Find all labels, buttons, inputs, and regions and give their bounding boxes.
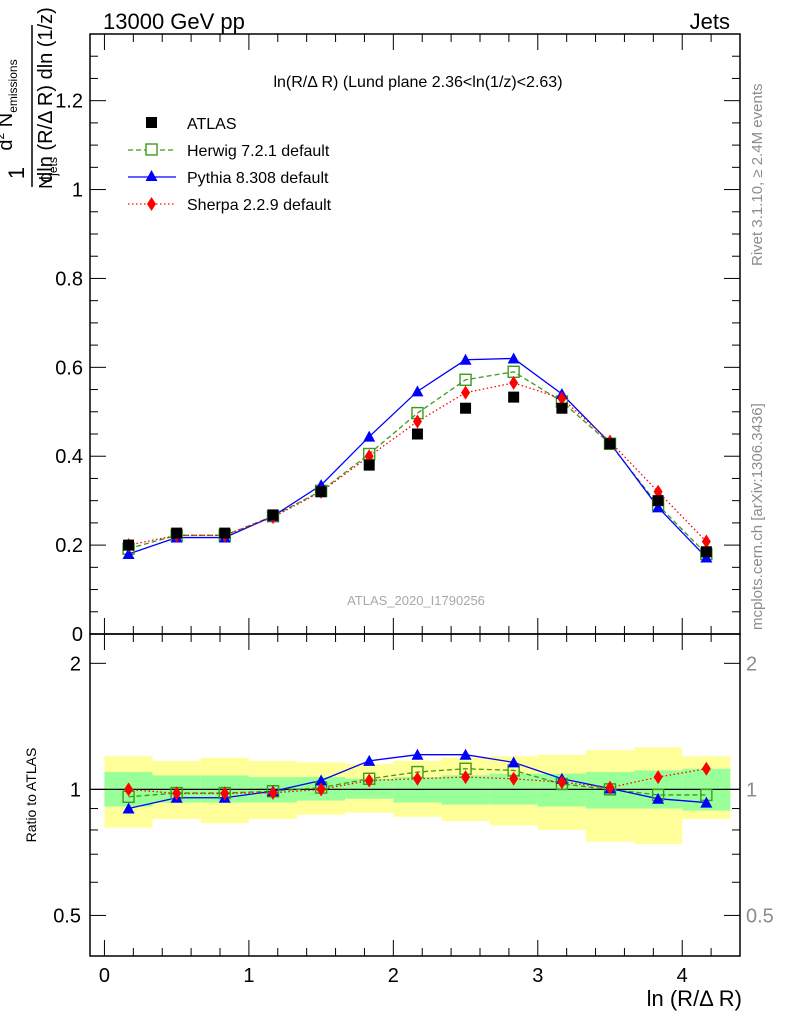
- ratio-point-sherpa: [364, 773, 374, 788]
- x-tick-label: 0: [99, 965, 110, 987]
- ratio-point-pythia: [411, 748, 424, 760]
- ratio-point-pythia: [700, 796, 713, 808]
- x-tick-label: 1: [243, 965, 254, 987]
- y-label-numerator: d2 Nemissions: [0, 59, 20, 150]
- legend-marker-diamond: [147, 197, 156, 211]
- point-atlas: [171, 527, 183, 539]
- ratio-point-sherpa: [605, 780, 615, 795]
- legend-label-sherpa: Sherpa 2.2.9 default: [187, 197, 332, 214]
- x-axis-label: ln (R/Δ R): [647, 986, 742, 1011]
- y-tick-label: 1.2: [55, 91, 83, 113]
- ratio-point-sherpa: [509, 771, 519, 786]
- point-atlas: [315, 486, 327, 498]
- legend-item-atlas: ATLAS: [146, 116, 237, 133]
- legend-label-atlas: ATLAS: [187, 116, 237, 133]
- ratio-point-sherpa: [268, 785, 278, 800]
- header-right: Jets: [690, 9, 730, 34]
- legend-marker-triangle: [145, 170, 158, 181]
- ratio-point-pythia: [459, 748, 472, 760]
- legend-item-sherpa: Sherpa 2.2.9 default: [128, 197, 332, 214]
- ratio-point-sherpa: [172, 786, 182, 801]
- point-atlas: [123, 539, 135, 551]
- ratio-point-pythia: [507, 756, 520, 768]
- point-atlas: [219, 527, 231, 539]
- ratio-point-sherpa: [461, 770, 471, 785]
- point-sherpa: [461, 385, 471, 400]
- ratio-y-tick-label: 0.5: [53, 905, 81, 927]
- legend-item-herwig: Herwig 7.2.1 default: [128, 143, 330, 160]
- point-sherpa: [557, 391, 567, 406]
- ratio-y-tick-label-right: 0.5: [746, 905, 774, 927]
- point-atlas: [508, 391, 520, 403]
- x-tick-label: 3: [532, 965, 543, 987]
- point-atlas: [267, 509, 279, 521]
- ratio-point-sherpa: [220, 786, 230, 801]
- point-sherpa: [509, 375, 519, 390]
- legend-label-herwig: Herwig 7.2.1 default: [187, 143, 330, 160]
- y-label-numerator-one: 1: [4, 167, 29, 179]
- point-pythia: [507, 352, 520, 364]
- y-tick-label: 0.4: [55, 446, 83, 468]
- ratio-point-sherpa: [124, 782, 134, 797]
- ratio-point-sherpa: [412, 771, 422, 786]
- point-atlas: [556, 402, 568, 414]
- point-atlas: [363, 459, 375, 471]
- y-tick-label: 0: [72, 624, 83, 646]
- legend-item-pythia: Pythia 8.308 default: [128, 170, 329, 187]
- ratio-point-pythia: [315, 774, 328, 786]
- point-atlas: [604, 438, 616, 450]
- point-atlas: [652, 495, 664, 507]
- mcplots-label: mcplots.cern.ch [arXiv:1306.3436]: [749, 403, 766, 630]
- point-pythia: [652, 501, 665, 513]
- ratio-point-sherpa: [653, 770, 663, 785]
- y-label-denominator: dln (R/Δ R) dln (1/z): [35, 7, 57, 183]
- rivet-label: Rivet 3.1.10, ≥ 2.4M events: [749, 84, 766, 267]
- ratio-y-tick-label-right: 1: [746, 779, 757, 801]
- chart-title: ln(R/Δ R) (Lund plane 2.36<ln(1/z)<2.63): [273, 74, 562, 91]
- ratio-point-pythia: [652, 792, 665, 804]
- legend-marker-square: [146, 117, 157, 128]
- ratio-y-tick-label: 2: [70, 653, 81, 675]
- ratio-point-sherpa: [316, 782, 326, 797]
- y-tick-label: 0.6: [55, 357, 83, 379]
- point-herwig: [459, 373, 472, 386]
- ratio-y-tick-label-right: 2: [746, 653, 757, 675]
- x-tick-label: 4: [677, 965, 688, 987]
- x-tick-label: 2: [388, 965, 399, 987]
- legend-label-pythia: Pythia 8.308 default: [187, 170, 329, 187]
- ratio-y-label: Ratio to ATLAS: [23, 748, 39, 843]
- ratio-point-sherpa: [701, 761, 711, 776]
- series-line-herwig: [128, 371, 707, 555]
- y-axis-label: 1 Njets d2 Nemissions dln (R/Δ R) dln (1…: [0, 7, 60, 189]
- ratio-point-pythia: [363, 754, 376, 766]
- point-sherpa: [701, 534, 711, 549]
- ratio-plot-frame: [89, 633, 741, 957]
- watermark: ATLAS_2020_I1790256: [347, 593, 485, 608]
- ratio-y-tick-label: 1: [70, 779, 81, 801]
- point-atlas: [411, 428, 423, 440]
- legend: ATLAS Herwig 7.2.1 default Pythia 8.308 …: [128, 116, 332, 214]
- point-pythia: [459, 353, 472, 365]
- y-tick-label: 0.8: [55, 268, 83, 290]
- point-pythia: [411, 385, 424, 397]
- ratio-point-pythia: [122, 802, 135, 814]
- legend-marker-open-square: [145, 143, 158, 156]
- point-atlas: [700, 546, 712, 558]
- ratio-point-sherpa: [557, 775, 567, 790]
- point-sherpa: [412, 414, 422, 429]
- y-tick-label: 0.2: [55, 535, 83, 557]
- point-pythia: [122, 548, 135, 559]
- y-tick-label: 1: [72, 180, 83, 202]
- header-left: 13000 GeV pp: [103, 9, 245, 34]
- point-atlas: [460, 402, 472, 414]
- point-pythia: [363, 430, 376, 442]
